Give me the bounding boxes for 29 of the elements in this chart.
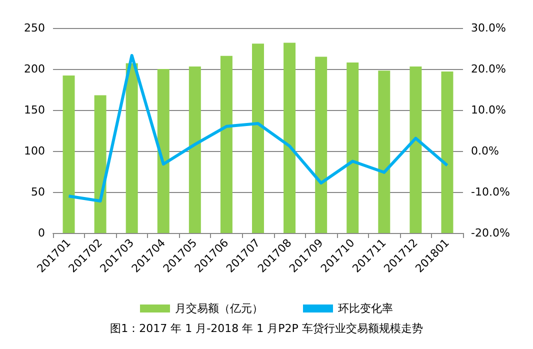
bar	[410, 66, 422, 233]
y2-tick-label: -10.0%	[471, 186, 510, 198]
bar	[62, 76, 75, 233]
y2-tick-label: 10.0%	[471, 104, 506, 116]
bar	[284, 42, 296, 233]
y2-tick-label: 30.0%	[471, 22, 506, 34]
y-tick-label: 250	[24, 22, 45, 34]
bar	[220, 56, 232, 233]
legend-label: 月交易额（亿元）	[175, 302, 263, 315]
y-tick-label: 50	[31, 186, 45, 198]
y-tick-label: 100	[24, 144, 45, 158]
y2-tick-label: 0.0%	[471, 144, 499, 158]
bar	[126, 63, 138, 233]
y2-tick-label: -20.0%	[471, 226, 510, 240]
bar	[378, 70, 390, 233]
caption: 图1：2017 年 1 月-2018 年 1 月P2P 车贷行业交易额规模走势	[110, 322, 423, 335]
line-series	[67, 54, 449, 203]
bar	[346, 62, 359, 233]
y-tick-label: 150	[24, 104, 45, 116]
bar	[441, 71, 454, 233]
y-tick-label: 0	[38, 226, 45, 240]
bar	[157, 69, 170, 233]
bar	[188, 66, 201, 233]
bar	[315, 56, 328, 233]
legend-label: 环比变化率	[338, 302, 393, 315]
y-tick-label: 200	[24, 62, 45, 76]
bar	[252, 44, 264, 233]
y2-tick-label: 20.0%	[471, 62, 506, 76]
bar	[94, 95, 106, 233]
